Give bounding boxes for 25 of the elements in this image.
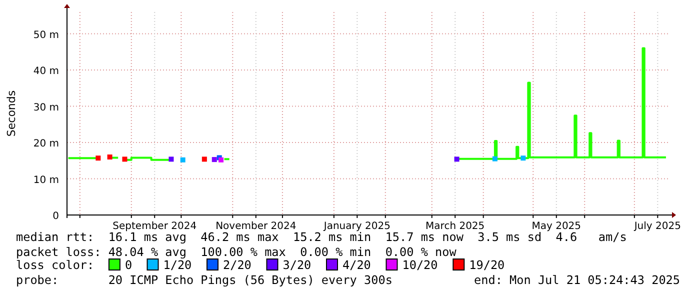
x-tick-label: July 2025	[633, 221, 681, 232]
y-tick-label: 10 m	[33, 174, 59, 186]
legend-label: 3/20	[282, 258, 312, 272]
legend-label: 1/20	[163, 258, 192, 272]
text: end: Mon Jul 21 05:24:43 2025	[474, 273, 680, 287]
y-axis-title: Seconds	[5, 90, 18, 137]
y-tick-label: 20 m	[33, 138, 59, 150]
legend-title: loss color:	[16, 258, 94, 272]
legend-label: 19/20	[469, 258, 505, 272]
y-tick-label: 40 m	[33, 66, 59, 77]
legend-label: 4/20	[342, 258, 371, 272]
legend-label: 10/20	[402, 258, 438, 272]
x-tick-label: September 2024	[112, 221, 197, 232]
y-tick-label: 30 m	[33, 102, 59, 114]
x-tick-label: November 2024	[216, 221, 296, 232]
text: packet loss: 48.04 % avg 100.00 % max 0.00 % min 0.00 % now	[16, 245, 458, 259]
text: median rtt: 16.1 ms avg 46.2 ms max 15.2 ms min 15.7 ms now 3.5 ms sd 4.6 am/s	[16, 230, 627, 244]
y-tick-label: 0	[52, 211, 59, 222]
legend-label: 0	[124, 258, 132, 272]
x-tick-label: March 2025	[426, 221, 485, 232]
y-tick-label: 50 m	[33, 30, 59, 41]
x-tick-label: January 2025	[322, 221, 390, 232]
x-tick-label: May 2025	[532, 221, 582, 232]
legend-label: 2/20	[223, 258, 252, 272]
text: probe: 20 ICMP Echo Pings (56 Bytes) every 300s	[16, 273, 392, 287]
